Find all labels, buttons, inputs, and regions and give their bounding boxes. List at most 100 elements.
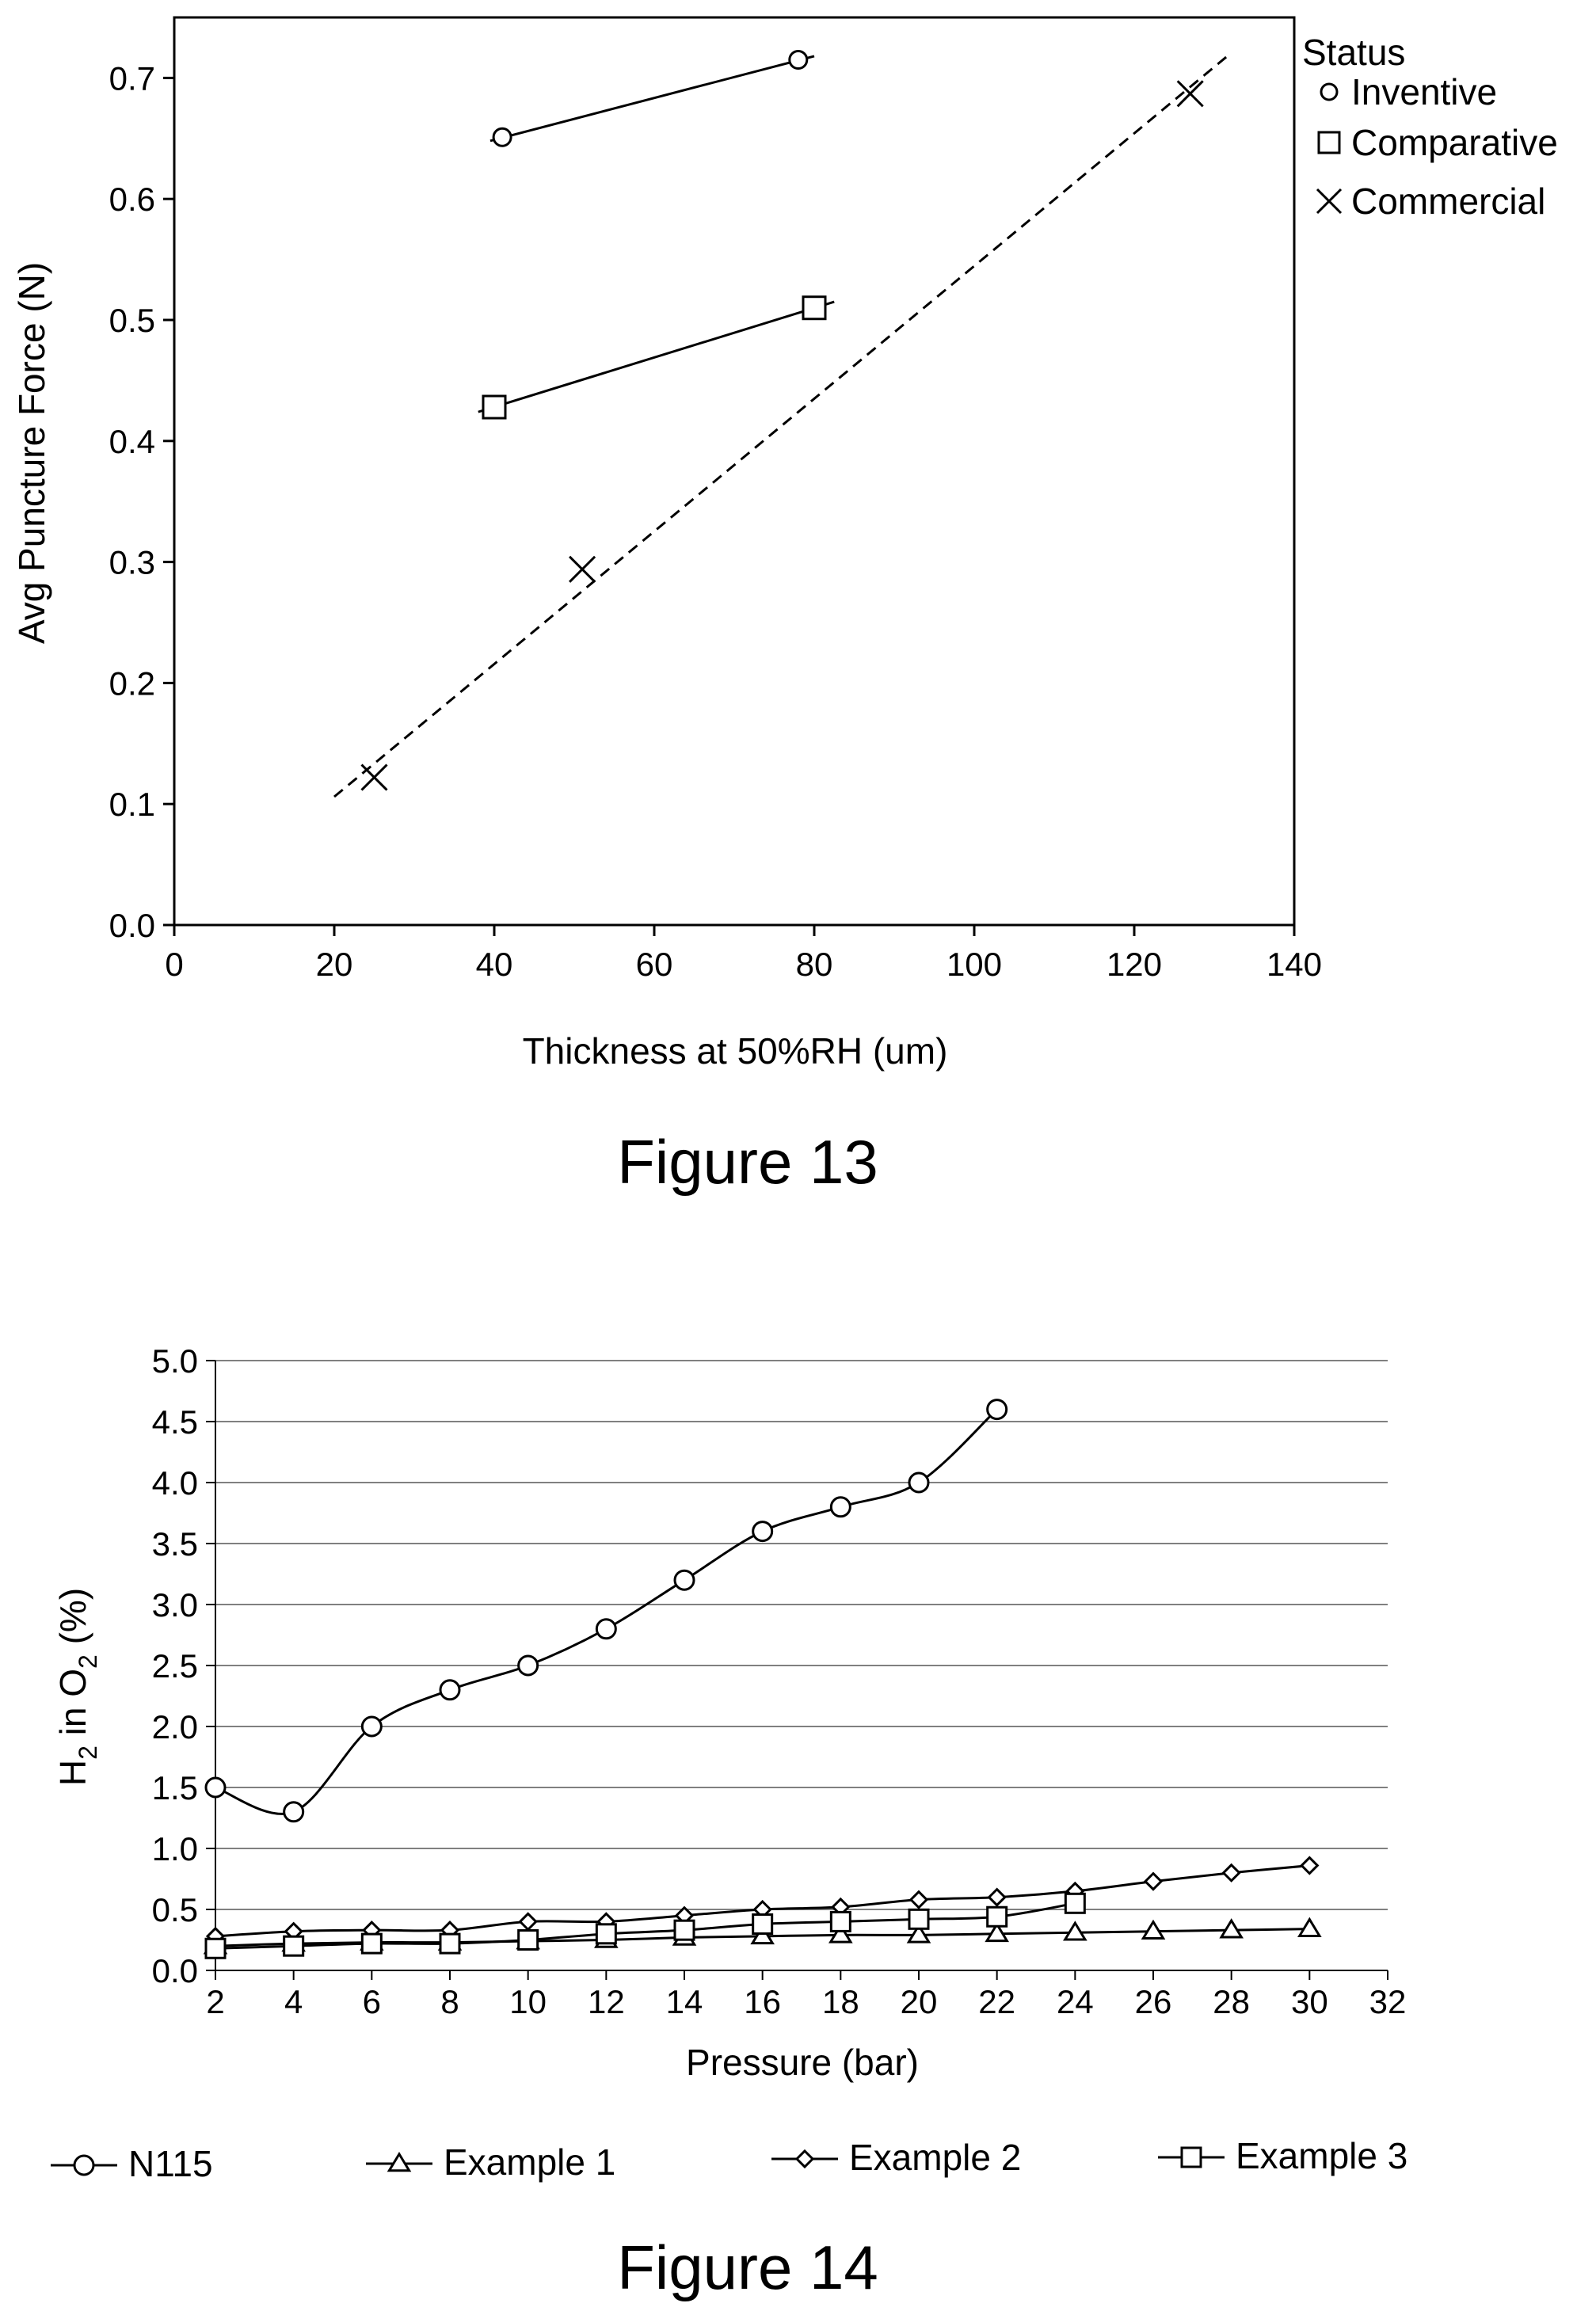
fig13-point-comparative <box>482 394 507 420</box>
fig14-y-tick-label: 2.5 <box>152 1647 198 1685</box>
fig13-x-ticks: 0 20 40 60 80 100 120 140 <box>165 925 1322 983</box>
fig14-point-example-2 <box>908 1890 929 1909</box>
fig13-legend: Status Inventive Comparative Commercial <box>1302 32 1558 222</box>
fig13-y-axis-title: Avg Puncture Force (N) <box>11 262 52 644</box>
fig14-point-example-3 <box>360 1932 383 1955</box>
fig13-point-inventive <box>492 127 512 147</box>
fig14-y-tick-label: 1.0 <box>152 1830 198 1867</box>
fig13-y-tick-label: 0.3 <box>109 544 155 581</box>
fig14-x-tick-label: 10 <box>509 1983 547 2020</box>
fig13-fit-lines <box>333 52 1232 798</box>
fig14-point-example-1 <box>906 1923 931 1943</box>
fig14-point-n115 <box>595 1618 617 1640</box>
fig14-point-n115 <box>439 1679 461 1701</box>
fig14-x-tick-label: 8 <box>440 1983 459 2020</box>
fig14-point-example-3 <box>595 1923 617 1945</box>
fig14-ylabel-sub1: 2 <box>74 1745 102 1760</box>
fig14-x-tick-label: 28 <box>1213 1983 1250 2020</box>
fig14-x-tick-label: 26 <box>1135 1983 1172 2020</box>
fig14-point-example-3 <box>1064 1892 1086 1914</box>
fig14-legend-marker-example-3 <box>1180 2146 1202 2168</box>
fig14-y-tick-label: 3.0 <box>152 1586 198 1624</box>
fig13-fit-line-inventive <box>489 55 815 143</box>
fig14-legend-label-example-1: Example 1 <box>444 2141 615 2183</box>
fig13-point-commercial <box>360 763 388 791</box>
fig14-line-n115 <box>215 1408 998 1815</box>
fig14-x-tick-label: 4 <box>284 1983 303 2020</box>
fig13-x-tick-label: 120 <box>1107 946 1162 983</box>
fig13-point-inventive <box>788 49 809 70</box>
fig13-point-comparative <box>802 295 827 321</box>
fig14-y-tick-label: 3.5 <box>152 1525 198 1563</box>
fig14-x-tick-label: 30 <box>1291 1983 1328 2020</box>
fig14-legend-label-example-2: Example 2 <box>849 2137 1021 2178</box>
fig14-y-tick-label: 0.0 <box>152 1952 198 1989</box>
fig13-legend-marker-comparative <box>1317 131 1341 154</box>
fig14-point-example-2 <box>1143 1871 1164 1891</box>
fig14-point-example-2 <box>518 1912 538 1932</box>
fig14-point-n115 <box>986 1399 1008 1421</box>
fig14-point-n115 <box>752 1521 774 1543</box>
fig13-y-tick-label: 0.4 <box>109 423 155 460</box>
fig14-x-tick-label: 24 <box>1057 1983 1094 2020</box>
fig13-x-tick-label: 100 <box>947 946 1002 983</box>
fig14-point-example-1 <box>828 1923 853 1943</box>
fig14-y-tick-label: 0.5 <box>152 1891 198 1928</box>
fig14-point-example-1 <box>1063 1921 1087 1941</box>
fig14-legend-marker-n115 <box>73 2154 95 2176</box>
fig14-caption: Figure 14 <box>617 2233 878 2302</box>
fig14-x-tick-label: 20 <box>901 1983 938 2020</box>
fig14-y-axis-title: H2 in O2 (%) <box>52 1588 102 1786</box>
fig14-y-tick-label: 4.5 <box>152 1403 198 1441</box>
fig13-x-tick-label: 40 <box>476 946 513 983</box>
fig14-gridlines <box>215 1360 1388 1910</box>
fig13-legend-marker-inventive <box>1320 82 1339 101</box>
fig14-point-n115 <box>908 1471 930 1494</box>
fig14-point-example-3 <box>752 1913 774 1935</box>
fig13-x-tick-label: 80 <box>796 946 833 983</box>
fig14-legend-label-n115: N115 <box>128 2143 213 2184</box>
fig13-y-tick-label: 0.1 <box>109 786 155 823</box>
fig14-point-example-3 <box>673 1919 695 1941</box>
fig14-point-example-2 <box>987 1887 1007 1907</box>
fig13-y-ticks: 0.0 0.1 0.2 0.3 0.4 0.5 0.6 0.7 <box>109 59 174 944</box>
fig14-point-example-1 <box>750 1924 775 1945</box>
fig14-point-n115 <box>517 1654 539 1677</box>
fig13-legend-label-commercial: Commercial <box>1351 181 1545 222</box>
fig13-x-tick-label: 60 <box>636 946 673 983</box>
figure-13: 0 20 40 60 80 100 120 140 0.0 0.1 0.2 0.3 0.4 0.5 0.6… <box>11 16 1558 1197</box>
fig14-x-tick-label: 18 <box>822 1983 859 2020</box>
fig14-ylabel-end: (%) <box>52 1588 93 1654</box>
fig14-x-tick-label: 14 <box>666 1983 703 2020</box>
fig14-point-example-1 <box>1141 1919 1166 1940</box>
fig13-y-tick-label: 0.7 <box>109 59 155 97</box>
fig14-point-example-1 <box>1219 1918 1244 1939</box>
fig13-caption: Figure 13 <box>617 1127 878 1197</box>
fig14-point-example-3 <box>829 1910 851 1932</box>
fig13-legend-title: Status <box>1302 32 1405 73</box>
fig14-point-example-2 <box>1300 1856 1320 1875</box>
fig14-x-tick-label: 32 <box>1369 1983 1407 2020</box>
fig14-ylabel-mid: in O <box>52 1669 93 1745</box>
fig14-point-example-3 <box>908 1908 930 1930</box>
fig14-markers <box>203 1399 1322 1959</box>
fig14-y-tick-label: 1.5 <box>152 1769 198 1806</box>
fig13-x-axis-title: Thickness at 50%RH (um) <box>523 1030 948 1072</box>
fig14-point-example-1 <box>1297 1917 1322 1937</box>
fig14-point-n115 <box>283 1801 305 1823</box>
fig14-ylabel-h: H <box>52 1760 93 1786</box>
fig13-x-tick-label: 140 <box>1267 946 1322 983</box>
fig13-point-commercial <box>569 555 596 583</box>
fig14-point-example-3 <box>986 1905 1008 1928</box>
fig13-y-tick-label: 0.5 <box>109 302 155 339</box>
fig14-point-example-2 <box>1221 1863 1241 1883</box>
fig14-point-example-3 <box>283 1935 305 1957</box>
fig14-x-tick-label: 16 <box>744 1983 781 2020</box>
fig14-point-example-3 <box>204 1937 227 1959</box>
fig14-point-n115 <box>204 1776 227 1799</box>
fig14-x-ticks: 2 4 6 8 10 12 14 16 18 20 22 24 26 28 30 32 <box>206 1970 1406 2020</box>
fig14-point-example-1 <box>985 1921 1009 1943</box>
fig13-fit-line-comparative <box>478 300 835 413</box>
fig13-legend-marker-commercial <box>1316 188 1343 215</box>
